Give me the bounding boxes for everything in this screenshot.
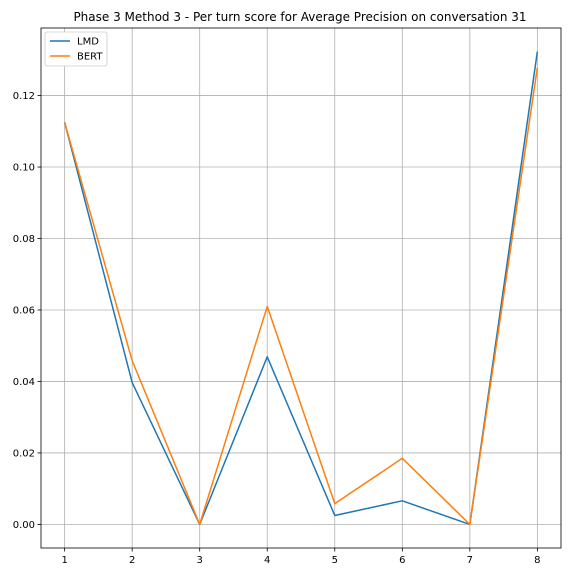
y-tick-label: 0.10: [13, 163, 35, 174]
x-tick-label: 4: [264, 555, 270, 566]
x-tick-label: 3: [197, 555, 203, 566]
series-lines: [63, 51, 539, 526]
y-tick-label: 0.02: [13, 448, 35, 459]
x-axis-ticks: 1 2 3 4 5 6 7 8: [61, 548, 541, 566]
y-tick-label: 0.00: [13, 520, 35, 531]
x-tick-label: 7: [467, 555, 473, 566]
legend-label-bert: BERT: [77, 52, 103, 63]
grid: [41, 28, 561, 548]
chart-title: Phase 3 Method 3 - Per turn score for Av…: [73, 10, 526, 24]
x-tick-label: 1: [61, 555, 67, 566]
y-tick-label: 0.04: [13, 377, 35, 388]
series-line-lmd: [63, 51, 539, 526]
legend: LMD BERT: [44, 31, 108, 67]
x-tick-label: 8: [534, 555, 540, 566]
plot-frame: [40, 27, 562, 549]
y-axis-ticks: 0.00 0.02 0.04 0.06 0.08 0.10 0.12: [13, 91, 41, 531]
series-line-bert: [63, 67, 539, 526]
x-tick-label: 2: [129, 555, 135, 566]
y-tick-label: 0.06: [13, 305, 35, 316]
y-tick-label: 0.08: [13, 234, 35, 245]
legend-label-lmd: LMD: [77, 37, 99, 48]
x-tick-label: 6: [399, 555, 405, 566]
x-tick-label: 5: [332, 555, 338, 566]
y-tick-label: 0.12: [13, 91, 35, 102]
